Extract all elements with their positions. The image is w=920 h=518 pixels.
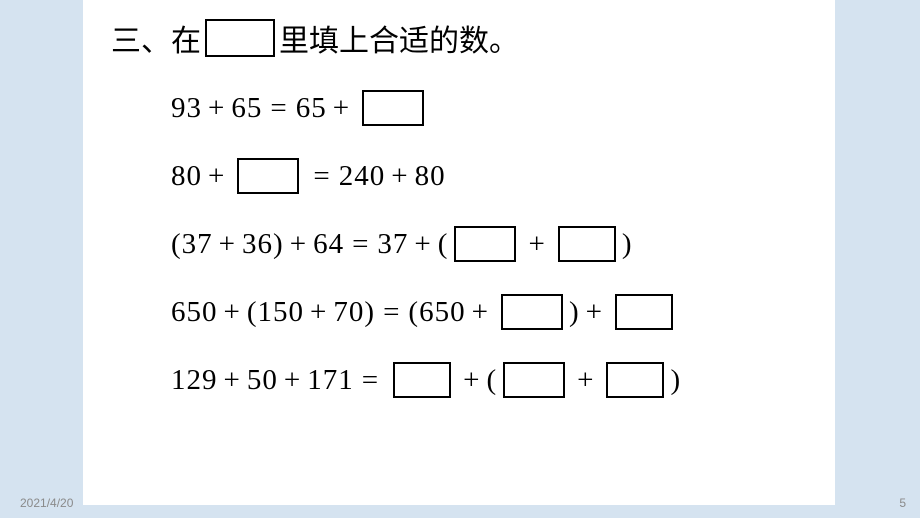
- eq5-num1: 129: [171, 364, 218, 397]
- eq5-rparen1: ): [670, 364, 681, 397]
- eq4-num4: 650: [419, 296, 466, 329]
- eq5-blank3[interactable]: [606, 362, 664, 398]
- eq3-lparen1: (: [171, 228, 182, 261]
- eq5-plus2: +: [284, 364, 301, 397]
- eq3-blank1[interactable]: [454, 226, 516, 262]
- eq3-rparen1: ): [273, 228, 284, 261]
- eq5-num3: 171: [307, 364, 354, 397]
- footer-page-number: 5: [899, 496, 906, 510]
- eq4-num3: 70: [333, 296, 364, 329]
- eq4-plus4: +: [586, 296, 603, 329]
- eq4-rparen1: ): [364, 296, 375, 329]
- eq3-plus2: +: [290, 228, 307, 261]
- eq5-plus1: +: [224, 364, 241, 397]
- eq3-equals: =: [352, 228, 369, 261]
- eq4-lparen2: (: [408, 296, 419, 329]
- eq1-num1: 93: [171, 92, 202, 125]
- eq5-blank2[interactable]: [503, 362, 565, 398]
- eq4-equals: =: [383, 296, 400, 329]
- eq2-num3: 80: [415, 160, 446, 193]
- eq4-rparen2: ): [569, 296, 580, 329]
- eq3-num2: 36: [242, 228, 273, 261]
- equation-1: 93 + 65 = 65 +: [171, 90, 807, 126]
- equation-5: 129 + 50 + 171 = + ( + ): [171, 362, 807, 398]
- eq5-plus3: +: [463, 364, 480, 397]
- eq3-plus4: +: [528, 228, 545, 261]
- section-title: 三、在 里填上合适的数。: [111, 16, 807, 60]
- worksheet-content: 三、在 里填上合适的数。 93 + 65 = 65 + 80 + = 240 +…: [83, 0, 835, 505]
- eq2-num1: 80: [171, 160, 202, 193]
- eq4-num2: 150: [258, 296, 305, 329]
- eq4-plus1: +: [224, 296, 241, 329]
- eq3-num3: 64: [313, 228, 344, 261]
- eq1-num3: 65: [296, 92, 327, 125]
- eq5-plus4: +: [577, 364, 594, 397]
- title-blank-box: [205, 19, 275, 57]
- title-prefix: 三、在: [111, 16, 201, 60]
- eq3-blank2[interactable]: [558, 226, 616, 262]
- eq4-plus2: +: [310, 296, 327, 329]
- eq5-equals: =: [362, 364, 379, 397]
- eq3-rparen2: ): [622, 228, 633, 261]
- eq3-plus3: +: [414, 228, 431, 261]
- eq3-plus1: +: [219, 228, 236, 261]
- eq4-lparen1: (: [247, 296, 258, 329]
- eq2-blank1[interactable]: [237, 158, 299, 194]
- equation-3: ( 37 + 36 ) + 64 = 37 + ( + ): [171, 226, 807, 262]
- title-suffix: 里填上合适的数。: [279, 16, 519, 60]
- eq5-lparen1: (: [486, 364, 497, 397]
- equation-2: 80 + = 240 + 80: [171, 158, 807, 194]
- eq4-blank2[interactable]: [615, 294, 673, 330]
- eq1-equals: =: [270, 92, 287, 125]
- eq4-plus3: +: [472, 296, 489, 329]
- equation-4: 650 + ( 150 + 70 ) = ( 650 + ) +: [171, 294, 807, 330]
- eq4-blank1[interactable]: [501, 294, 563, 330]
- footer-date: 2021/4/20: [20, 496, 73, 510]
- eq3-lparen2: (: [438, 228, 449, 261]
- eq2-plus1: +: [208, 160, 225, 193]
- eq3-num4: 37: [377, 228, 408, 261]
- eq5-num2: 50: [247, 364, 278, 397]
- eq2-plus2: +: [391, 160, 408, 193]
- eq1-plus1: +: [208, 92, 225, 125]
- eq4-num1: 650: [171, 296, 218, 329]
- eq1-plus2: +: [333, 92, 350, 125]
- eq1-blank1[interactable]: [362, 90, 424, 126]
- eq3-num1: 37: [182, 228, 213, 261]
- eq2-equals: =: [313, 160, 330, 193]
- eq2-num2: 240: [339, 160, 386, 193]
- eq5-blank1[interactable]: [393, 362, 451, 398]
- equations-list: 93 + 65 = 65 + 80 + = 240 + 80 ( 37 + 36…: [111, 90, 807, 398]
- eq1-num2: 65: [231, 92, 262, 125]
